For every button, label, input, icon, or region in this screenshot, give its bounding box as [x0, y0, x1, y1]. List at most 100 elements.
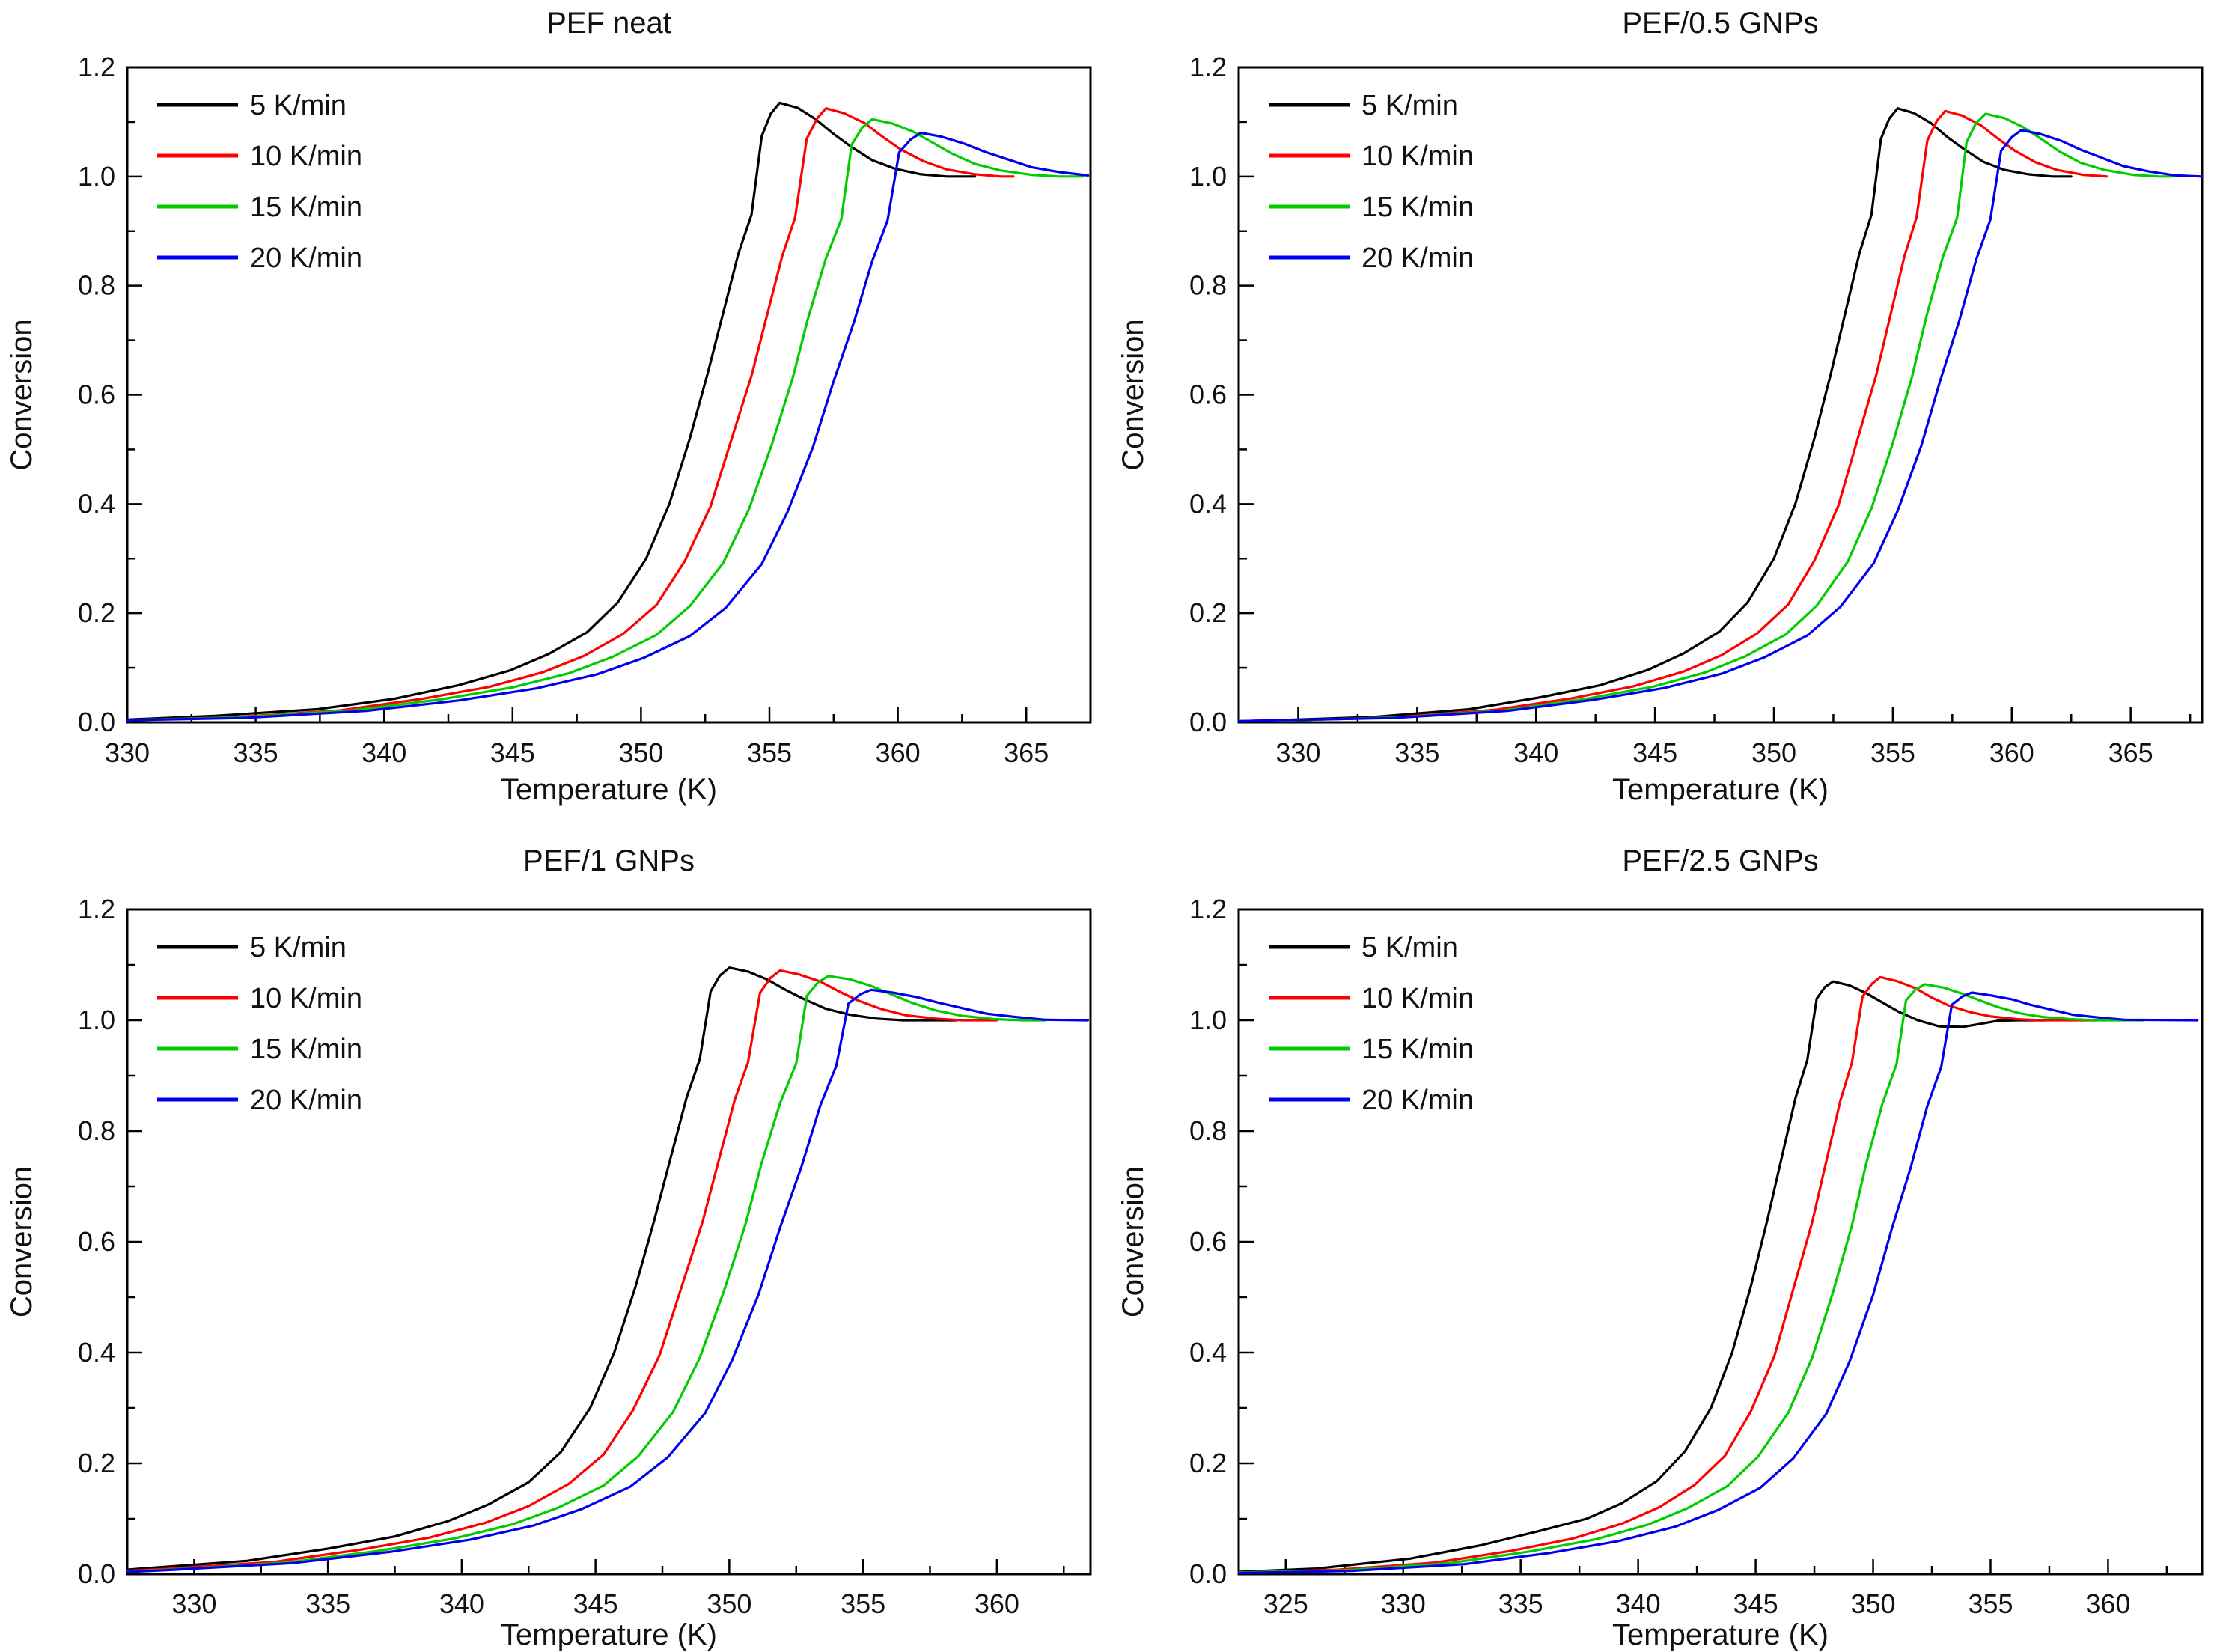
svg-text:365: 365	[2108, 737, 2153, 768]
svg-text:0.4: 0.4	[1189, 1337, 1227, 1368]
svg-text:335: 335	[305, 1588, 350, 1619]
svg-text:360: 360	[1989, 737, 2034, 768]
axis-ticks	[1239, 908, 2168, 1576]
series-15-K-min	[1237, 983, 2145, 1574]
legend-label: 10 K/min	[1361, 141, 1474, 172]
series-10-K-min	[126, 969, 998, 1573]
chart-cell-pef-0-5-gnps: PEF/0.5 GNPs 330 335 340 345 350 355 360 365 0.0 0…	[1112, 0, 2223, 826]
svg-text:360: 360	[2085, 1588, 2130, 1619]
series-5-K-min	[126, 966, 958, 1571]
svg-text:340: 340	[362, 737, 406, 768]
series-15-K-min	[126, 118, 1085, 722]
chart-pef-2-5-gnps: PEF/2.5 GNPs 325 330 335 340 345 350 355 360 0.0 0…	[1117, 844, 2204, 1651]
y-axis-label: Conversion	[5, 319, 38, 470]
series-10-K-min	[1237, 975, 2098, 1574]
svg-text:355: 355	[1968, 1588, 2013, 1619]
tick-labels: 330 335 340 345 350 355 360 365 0.0 0.2 0.4 0.6 0.8 1…	[78, 52, 1049, 768]
svg-text:1.2: 1.2	[78, 52, 115, 82]
series-20-K-min	[126, 131, 1090, 722]
chart-title: PEF/2.5 GNPs	[1622, 844, 1818, 877]
svg-text:345: 345	[490, 737, 535, 768]
axis-ticks	[126, 908, 1065, 1576]
legend-label: 20 K/min	[1361, 243, 1474, 274]
series-20-K-min	[126, 988, 1089, 1573]
svg-text:345: 345	[573, 1588, 618, 1619]
svg-text:0.4: 0.4	[1189, 488, 1227, 519]
chart-pef-1-gnps: PEF/1 GNPs 330 335 340 345 350 355 360 0.0 0.2 0.4…	[5, 844, 1092, 1651]
svg-text:0.8: 0.8	[78, 270, 115, 301]
legend: 5 K/min 10 K/min 15 K/min 20 K/min	[157, 932, 362, 1116]
svg-text:1.0: 1.0	[78, 1005, 115, 1035]
svg-text:340: 340	[1616, 1588, 1661, 1619]
svg-text:335: 335	[234, 737, 278, 768]
svg-text:350: 350	[1850, 1588, 1895, 1619]
legend-label: 20 K/min	[1361, 1085, 1474, 1116]
svg-text:0.0: 0.0	[1189, 1558, 1227, 1589]
svg-text:345: 345	[1733, 1588, 1778, 1619]
series-lines	[1237, 975, 2199, 1575]
svg-text:340: 340	[439, 1588, 484, 1619]
svg-text:0.0: 0.0	[78, 1558, 115, 1589]
svg-text:0.4: 0.4	[78, 1337, 115, 1368]
svg-text:330: 330	[1275, 737, 1320, 768]
svg-text:355: 355	[747, 737, 792, 768]
tick-labels: 330 335 340 345 350 355 360 365 0.0 0.2 0.4 0.6 0.8 1…	[1189, 52, 2153, 768]
svg-text:1.0: 1.0	[1189, 161, 1227, 192]
svg-text:0.0: 0.0	[78, 707, 115, 737]
svg-text:0.6: 0.6	[78, 1226, 115, 1257]
legend-label: 15 K/min	[250, 192, 362, 223]
legend-label: 10 K/min	[1361, 983, 1474, 1014]
svg-text:360: 360	[876, 737, 921, 768]
legend-label: 20 K/min	[250, 1085, 362, 1116]
svg-text:0.2: 0.2	[1189, 1448, 1227, 1478]
legend-label: 10 K/min	[250, 983, 362, 1014]
svg-text:0.6: 0.6	[78, 380, 115, 410]
svg-text:1.2: 1.2	[1189, 894, 1227, 924]
tick-labels: 330 335 340 345 350 355 360 0.0 0.2 0.4 0.6 0.8 1.0 1…	[78, 894, 1019, 1619]
series-5-K-min	[126, 101, 977, 721]
svg-text:335: 335	[1498, 1588, 1543, 1619]
series-20-K-min	[1237, 991, 2199, 1575]
chart-pef-neat: PEF neat 330 335 340 345 350 355 360 365 0.0 0.2 0.…	[5, 7, 1092, 806]
legend: 5 K/min 10 K/min 15 K/min 20 K/min	[1269, 90, 1474, 274]
x-axis-label: Temperature (K)	[501, 773, 717, 806]
series-10-K-min	[126, 107, 1015, 722]
svg-text:0.6: 0.6	[1189, 1226, 1227, 1257]
y-axis-label: Conversion	[5, 1166, 38, 1317]
series-5-K-min	[1237, 107, 2073, 723]
axis-ticks	[126, 66, 1092, 724]
legend-label: 5 K/min	[250, 90, 347, 121]
chart-pef-0-5-gnps: PEF/0.5 GNPs 330 335 340 345 350 355 360 365 0.0 0…	[1117, 7, 2204, 806]
series-5-K-min	[1237, 980, 2046, 1573]
series-15-K-min	[1237, 112, 2175, 723]
y-axis-label: Conversion	[1117, 1166, 1150, 1317]
svg-text:1.0: 1.0	[78, 161, 115, 192]
svg-text:350: 350	[618, 737, 663, 768]
svg-text:0.6: 0.6	[1189, 380, 1227, 410]
legend-label: 5 K/min	[1361, 90, 1458, 121]
y-axis-label: Conversion	[1117, 319, 1150, 470]
svg-text:0.2: 0.2	[78, 1448, 115, 1478]
svg-text:1.2: 1.2	[78, 894, 115, 924]
svg-text:360: 360	[975, 1588, 1019, 1619]
svg-text:365: 365	[1004, 737, 1049, 768]
svg-text:350: 350	[1751, 737, 1796, 768]
tick-labels: 325 330 335 340 345 350 355 360 0.0 0.2 0.4 0.6 0.8 1…	[1189, 894, 2131, 1619]
series-15-K-min	[126, 975, 1046, 1573]
series-20-K-min	[1237, 129, 2204, 723]
chart-title: PEF/0.5 GNPs	[1622, 7, 1818, 40]
legend: 5 K/min 10 K/min 15 K/min 20 K/min	[157, 90, 362, 274]
svg-text:0.8: 0.8	[78, 1115, 115, 1146]
legend-label: 10 K/min	[250, 141, 362, 172]
svg-text:0.8: 0.8	[1189, 1115, 1227, 1146]
svg-text:325: 325	[1263, 1588, 1308, 1619]
chart-title: PEF/1 GNPs	[523, 844, 695, 877]
legend-label: 15 K/min	[250, 1034, 362, 1065]
legend-label: 15 K/min	[1361, 1034, 1474, 1065]
x-axis-label: Temperature (K)	[1612, 773, 1829, 806]
svg-text:345: 345	[1632, 737, 1677, 768]
svg-text:335: 335	[1394, 737, 1439, 768]
svg-text:1.0: 1.0	[1189, 1005, 1227, 1035]
svg-text:0.0: 0.0	[1189, 707, 1227, 737]
